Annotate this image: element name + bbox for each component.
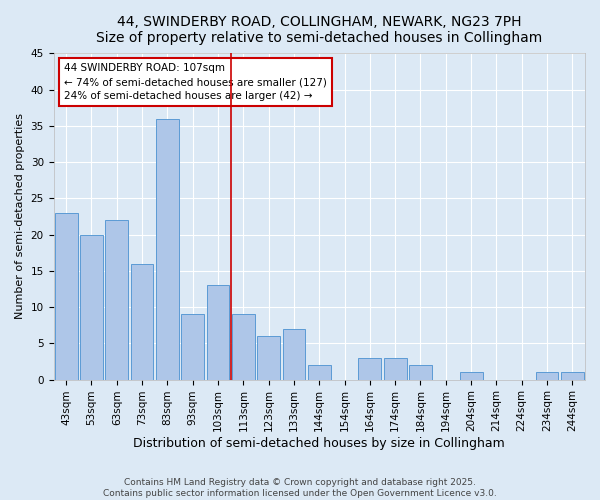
Bar [358, 358, 381, 380]
Bar [257, 336, 280, 380]
Text: 44 SWINDERBY ROAD: 107sqm
← 74% of semi-detached houses are smaller (127)
24% of: 44 SWINDERBY ROAD: 107sqm ← 74% of semi-… [64, 63, 327, 101]
Bar [460, 372, 482, 380]
Bar [106, 220, 128, 380]
Text: Contains HM Land Registry data © Crown copyright and database right 2025.
Contai: Contains HM Land Registry data © Crown c… [103, 478, 497, 498]
Bar [80, 234, 103, 380]
X-axis label: Distribution of semi-detached houses by size in Collingham: Distribution of semi-detached houses by … [133, 437, 505, 450]
Y-axis label: Number of semi-detached properties: Number of semi-detached properties [15, 114, 25, 320]
Bar [384, 358, 407, 380]
Bar [131, 264, 154, 380]
Bar [283, 329, 305, 380]
Bar [232, 314, 255, 380]
Bar [308, 365, 331, 380]
Bar [561, 372, 584, 380]
Title: 44, SWINDERBY ROAD, COLLINGHAM, NEWARK, NG23 7PH
Size of property relative to se: 44, SWINDERBY ROAD, COLLINGHAM, NEWARK, … [96, 15, 542, 45]
Bar [536, 372, 559, 380]
Bar [156, 118, 179, 380]
Bar [409, 365, 432, 380]
Bar [206, 286, 229, 380]
Bar [181, 314, 204, 380]
Bar [55, 213, 77, 380]
